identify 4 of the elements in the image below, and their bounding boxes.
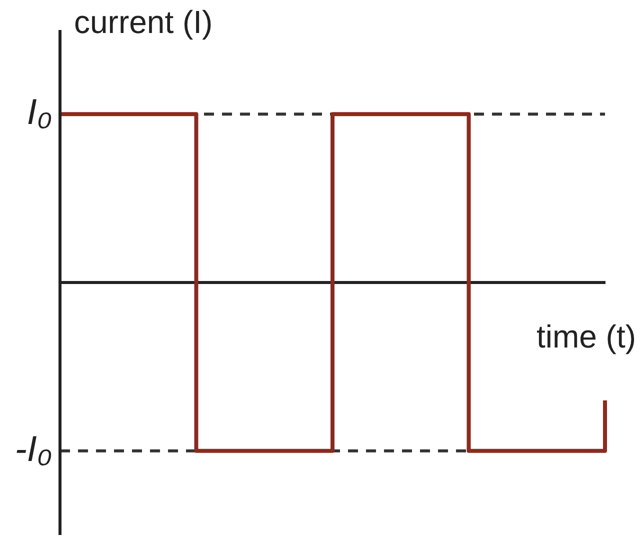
ref-line-label: -I₀	[14, 428, 52, 469]
ref-line-label: I₀	[26, 91, 52, 132]
y-axis-title: current (I)	[74, 4, 213, 40]
x-axis-title: time (t)	[536, 318, 636, 354]
